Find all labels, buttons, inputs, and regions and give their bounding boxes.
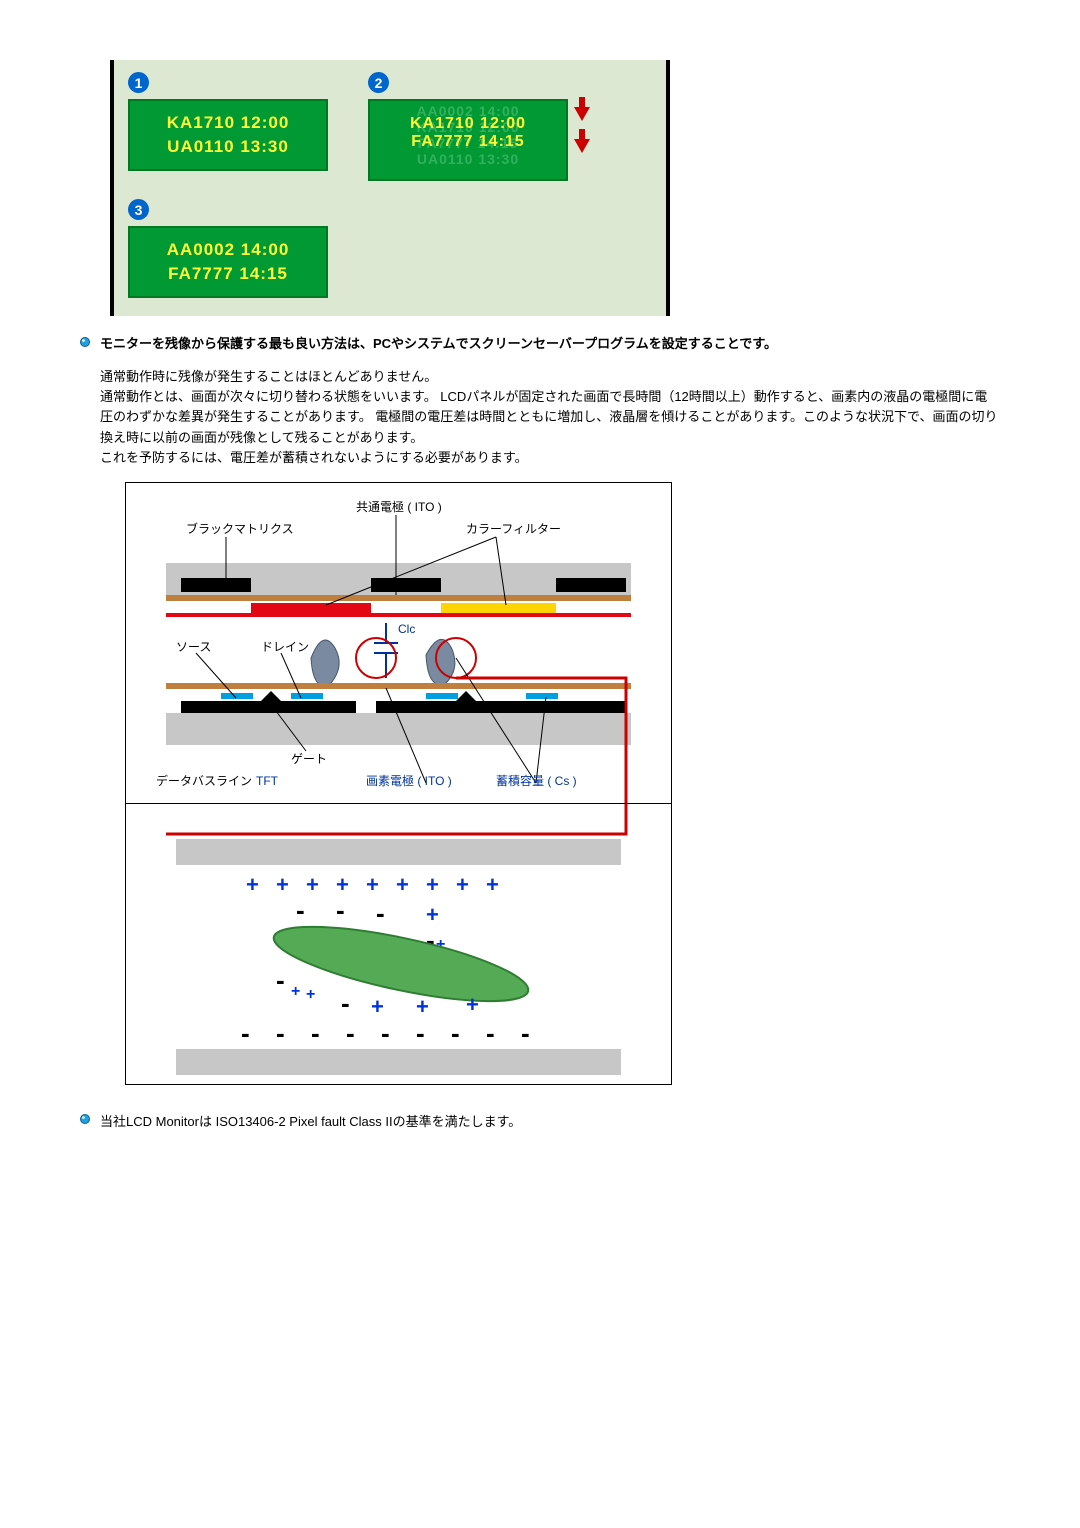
arrow-down-icon <box>574 139 590 153</box>
label-pixel-electrode: 画素電極 ( ITO ) <box>366 773 452 788</box>
figure-charge-diagram: + + + + + + + + + - - - + - - + - + + <box>126 803 671 1084</box>
label-color-filter: カラーフィルター <box>466 522 561 536</box>
screen-block-3: 3 AA0002 14:00 FA7777 14:15 <box>128 199 652 298</box>
front-layer: KA1710 12:00 FA7777 14:15 <box>370 115 566 152</box>
label-databus: データバスライン <box>156 773 252 788</box>
body-paragraph: 通常動作時に残像が発生することはほとんどありません。 通常動作とは、画面が次々に… <box>100 367 1000 468</box>
label-common-electrode: 共通電極 ( ITO ) <box>356 499 442 514</box>
badge-2: 2 <box>368 72 389 93</box>
figure-lcd-cross-section: 共通電極 ( ITO ) ブラックマトリクス カラーフィルター <box>126 483 671 803</box>
svg-text:-: - <box>276 1018 285 1048</box>
svg-text:+: + <box>276 872 289 897</box>
bullet-icon <box>80 1114 90 1124</box>
svg-text:+: + <box>486 872 499 897</box>
badge-1: 1 <box>128 72 149 93</box>
body-l3: これを予防するには、電圧差が蓄積されないようにする必要があります。 <box>100 448 1000 468</box>
label-storage-cap: 蓄積容量 ( Cs ) <box>496 773 577 788</box>
svg-text:+: + <box>416 994 429 1019</box>
screen-3-line-2: FA7777 14:15 <box>138 262 318 286</box>
screen-3: AA0002 14:00 FA7777 14:15 <box>128 226 328 298</box>
svg-text:+: + <box>306 872 319 897</box>
svg-text:-: - <box>296 895 305 925</box>
label-tft: TFT <box>256 774 279 788</box>
bullet-icon <box>80 337 90 347</box>
minus-row: -- -- -- -- - <box>241 1018 530 1048</box>
bullet-screensaver-text: モニターを残像から保護する最も良い方法は、PCやシステムでスクリーンセーバープロ… <box>100 334 777 354</box>
label-black-matrix: ブラックマトリクス <box>186 521 294 536</box>
bullet-iso-text: 当社LCD Monitorは ISO13406-2 Pixel fault Cl… <box>100 1111 521 1130</box>
svg-text:+: + <box>336 872 349 897</box>
badge-3: 3 <box>128 199 149 220</box>
svg-text:+: + <box>466 992 479 1017</box>
label-drain: ドレイン <box>261 640 309 654</box>
svg-text:+: + <box>306 986 315 1003</box>
svg-text:+: + <box>426 902 439 927</box>
label-gate: ゲート <box>291 752 327 766</box>
figure-screens: 1 KA1710 12:00 UA0110 13:30 2 AA0002 14:… <box>110 60 670 316</box>
document-page: 1 KA1710 12:00 UA0110 13:30 2 AA0002 14:… <box>0 0 1080 1176</box>
svg-text:-: - <box>486 1018 495 1048</box>
svg-text:+: + <box>246 872 259 897</box>
svg-text:-: - <box>451 1018 460 1048</box>
label-source: ソース <box>176 640 211 654</box>
screen-1-line-1: KA1710 12:00 <box>138 111 318 135</box>
label-clc: Clc <box>398 622 415 636</box>
svg-text:+: + <box>366 872 379 897</box>
svg-text:-: - <box>311 1018 320 1048</box>
figure-lcd-wrap: 共通電極 ( ITO ) ブラックマトリクス カラーフィルター <box>125 482 672 1085</box>
svg-text:-: - <box>341 988 350 1018</box>
bullet-screensaver: モニターを残像から保護する最も良い方法は、PCやシステムでスクリーンセーバープロ… <box>80 334 1000 354</box>
screen-3-line-1: AA0002 14:00 <box>138 238 318 262</box>
screen-1: KA1710 12:00 UA0110 13:30 <box>128 99 328 171</box>
bullet-iso: 当社LCD Monitorは ISO13406-2 Pixel fault Cl… <box>80 1111 1000 1130</box>
svg-text:-: - <box>336 895 345 925</box>
screen-block-2: 2 AA0002 14:00 KA1710 12:00 FA7777 14:15… <box>368 72 568 181</box>
svg-text:+: + <box>456 872 469 897</box>
screen-1-line-2: UA0110 13:30 <box>138 135 318 159</box>
scroll-arrows <box>574 107 590 181</box>
svg-text:+: + <box>291 983 300 1000</box>
svg-text:-: - <box>416 1018 425 1048</box>
svg-text:-: - <box>241 1018 250 1048</box>
svg-text:-: - <box>376 898 385 928</box>
svg-text:-: - <box>276 965 285 995</box>
body-l2: 通常動作とは、画面が次々に切り替わる状態をいいます。 LCDパネルが固定された画… <box>100 387 1000 447</box>
svg-text:-: - <box>381 1018 390 1048</box>
body-l1: 通常動作時に残像が発生することはほとんどありません。 <box>100 367 1000 387</box>
screen-block-1: 1 KA1710 12:00 UA0110 13:30 <box>128 72 328 171</box>
svg-text:-: - <box>521 1018 530 1048</box>
arrow-down-icon <box>574 107 590 121</box>
svg-text:-: - <box>346 1018 355 1048</box>
svg-text:+: + <box>371 994 384 1019</box>
svg-text:+: + <box>396 872 409 897</box>
screen-2: AA0002 14:00 KA1710 12:00 FA7777 14:15 U… <box>368 99 568 181</box>
svg-text:+: + <box>426 872 439 897</box>
screen-block-2-wrap: 2 AA0002 14:00 KA1710 12:00 FA7777 14:15… <box>368 72 590 181</box>
red-lead-cont <box>166 804 626 834</box>
plus-row: + + + + + + + + + <box>246 872 499 897</box>
